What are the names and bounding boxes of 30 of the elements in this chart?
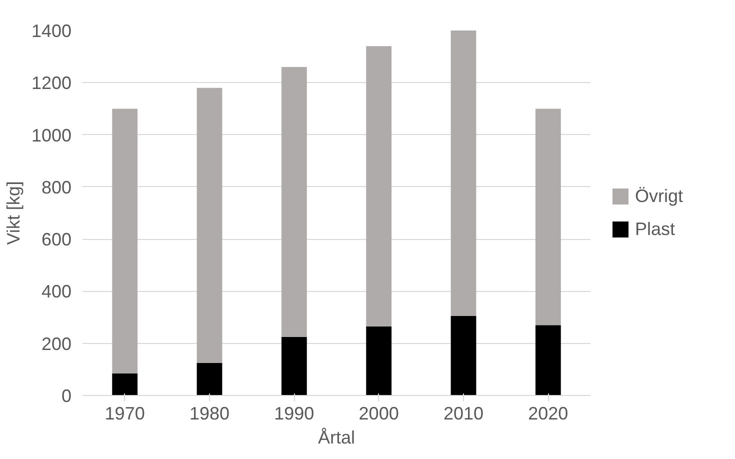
- bar: [196, 362, 222, 396]
- y-tick-label: 1000: [31, 125, 72, 146]
- legend-label: Övrigt: [635, 186, 684, 206]
- bar: [366, 46, 392, 326]
- x-tick-label: 1970: [104, 404, 145, 424]
- bar: [535, 108, 561, 326]
- bar: [450, 30, 476, 316]
- bar: [535, 325, 561, 396]
- y-tick-label: 200: [41, 334, 72, 354]
- legend-label: Plast: [635, 218, 676, 240]
- bar: [366, 326, 392, 396]
- bar: [450, 316, 476, 396]
- y-axis-title: Vikt [kg]: [3, 181, 24, 245]
- x-tick-label: 1990: [274, 404, 314, 424]
- x-tick-label: 2000: [358, 404, 399, 424]
- y-tick-label: 0: [61, 386, 72, 406]
- y-tick-label: 800: [41, 177, 72, 198]
- y-tick-label: 400: [41, 282, 72, 302]
- x-tick-label: 1980: [189, 404, 230, 424]
- y-tick-label: 600: [41, 230, 72, 250]
- x-axis-title: Årtal: [318, 428, 356, 448]
- bar: [196, 88, 222, 363]
- y-tick-label: 1200: [31, 73, 72, 94]
- bar: [281, 67, 307, 337]
- x-tick-label: 2010: [443, 404, 484, 424]
- bar: [281, 336, 307, 396]
- bar: [112, 108, 138, 374]
- y-tick-label: 1400: [31, 21, 72, 41]
- bar: [112, 373, 138, 396]
- x-tick-label: 2020: [528, 404, 568, 424]
